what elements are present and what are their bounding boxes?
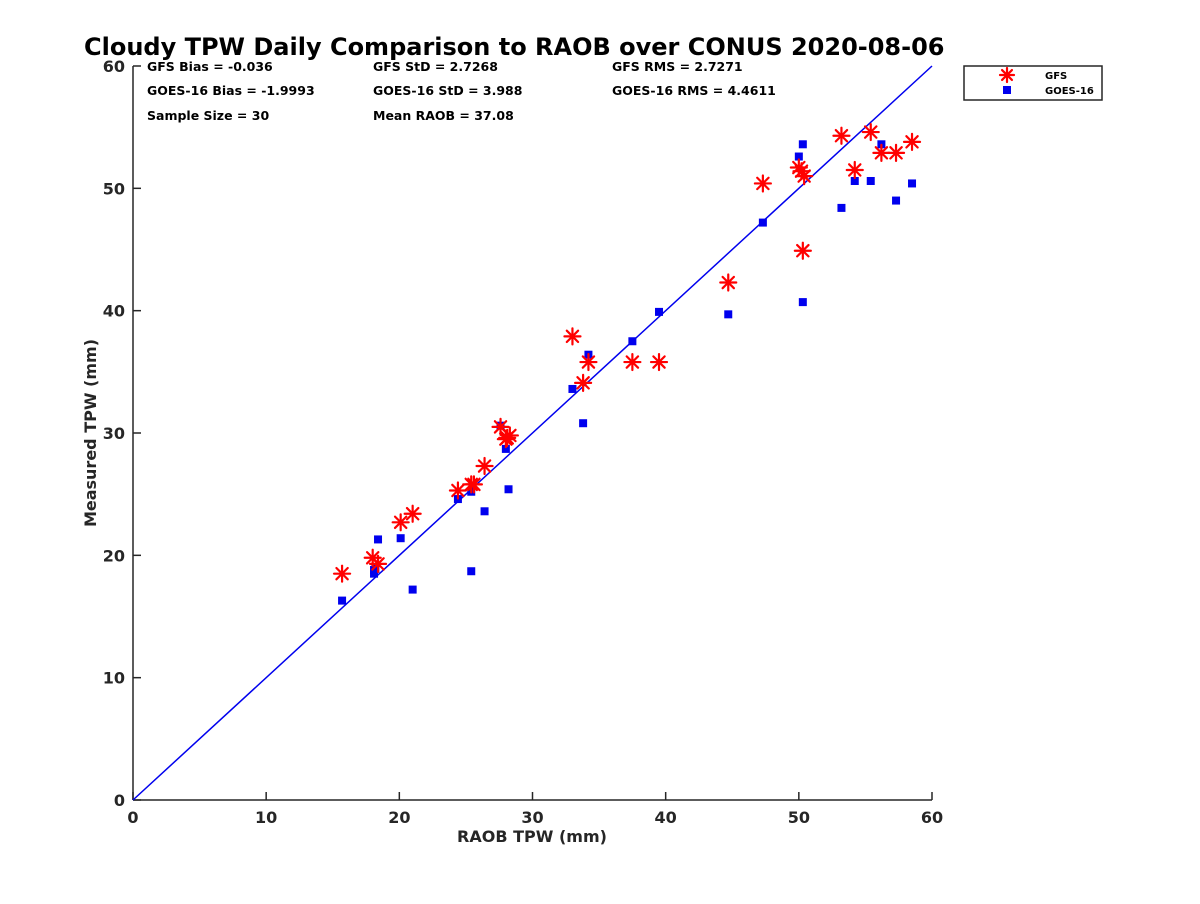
gfs-point bbox=[649, 352, 669, 372]
goes16-point bbox=[758, 218, 767, 227]
x-tick-label: 50 bbox=[788, 808, 810, 827]
gfs-point bbox=[792, 162, 811, 181]
gfs-point bbox=[563, 327, 582, 346]
goes16-point bbox=[370, 569, 379, 578]
gfs-point bbox=[579, 352, 598, 372]
gfs-point bbox=[753, 174, 772, 193]
gfs-point bbox=[368, 554, 388, 573]
axes: 0 10 20 30 40 50 60 0 10 20 30 40 50 60 bbox=[103, 57, 943, 827]
goes16-point bbox=[396, 534, 405, 543]
legend-gfs-asterisk-icon bbox=[998, 66, 1016, 84]
goes16-point bbox=[892, 196, 901, 205]
goes16-point bbox=[501, 444, 510, 453]
goes16-point bbox=[837, 203, 846, 212]
y-tick-label: 20 bbox=[103, 546, 125, 565]
gfs-point bbox=[574, 373, 593, 392]
goes16-point bbox=[724, 310, 733, 319]
stat-mean-raob: Mean RAOB = 37.08 bbox=[373, 108, 514, 123]
goes16-point bbox=[371, 564, 380, 573]
gfs-point bbox=[448, 481, 468, 500]
legend-goes-square-icon bbox=[1003, 86, 1011, 94]
stat-goes-bias: GOES-16 Bias = -1.9993 bbox=[147, 83, 315, 98]
goes16-point bbox=[798, 140, 807, 149]
stat-sample-size: Sample Size = 30 bbox=[147, 108, 269, 123]
reference-line-group bbox=[132, 65, 933, 801]
gfs-point bbox=[719, 273, 738, 292]
stat-gfs-std: GFS StD = 2.7268 bbox=[373, 59, 498, 74]
data-points bbox=[332, 122, 922, 605]
x-tick-label: 40 bbox=[655, 808, 677, 827]
stat-goes-rms: GOES-16 RMS = 4.4611 bbox=[612, 83, 776, 98]
goes16-point bbox=[579, 419, 588, 428]
gfs-point bbox=[861, 122, 880, 142]
goes16-point bbox=[908, 179, 917, 188]
gfs-point bbox=[623, 352, 642, 372]
stat-gfs-rms: GFS RMS = 2.7271 bbox=[612, 59, 743, 74]
reference-line bbox=[132, 65, 933, 801]
y-tick-label: 40 bbox=[103, 302, 125, 321]
goes16-point bbox=[798, 298, 807, 307]
x-tick-label: 10 bbox=[255, 808, 277, 827]
gfs-point bbox=[332, 564, 352, 583]
y-tick-label: 10 bbox=[103, 669, 125, 688]
gfs-point bbox=[845, 160, 864, 180]
x-tick-label: 30 bbox=[521, 808, 543, 827]
gfs-point bbox=[872, 143, 891, 162]
goes16-point bbox=[794, 152, 803, 161]
y-axis-label: Measured TPW (mm) bbox=[81, 339, 100, 527]
goes16-point bbox=[866, 176, 875, 185]
x-tick-label: 20 bbox=[388, 808, 410, 827]
goes16-point bbox=[374, 535, 383, 544]
gfs-point bbox=[464, 475, 484, 494]
gfs-point bbox=[902, 132, 922, 151]
gfs-point bbox=[403, 504, 422, 523]
x-tick-label: 60 bbox=[921, 808, 943, 827]
legend-gfs-asterisk-mark bbox=[998, 66, 1016, 84]
goes16-point bbox=[850, 176, 859, 185]
gfs-point bbox=[496, 430, 515, 449]
gfs-point bbox=[886, 143, 906, 162]
gfs-point bbox=[391, 513, 410, 532]
stat-gfs-bias: GFS Bias = -0.036 bbox=[147, 59, 273, 74]
legend-label-goes: GOES-16 bbox=[1045, 86, 1094, 97]
stat-goes-std: GOES-16 StD = 3.988 bbox=[373, 83, 522, 98]
y-tick-label: 30 bbox=[103, 424, 125, 443]
gfs-point bbox=[475, 456, 494, 476]
y-tick-label: 60 bbox=[103, 57, 125, 76]
legend-box bbox=[963, 65, 1103, 101]
y-tick-label: 50 bbox=[103, 179, 125, 198]
goes16-point bbox=[628, 337, 637, 346]
goes16-point bbox=[408, 585, 417, 594]
x-axis-label: RAOB TPW (mm) bbox=[457, 827, 607, 846]
goes16-point bbox=[655, 307, 664, 316]
gfs-point bbox=[832, 126, 851, 145]
gfs-point bbox=[793, 241, 812, 260]
goes16-point bbox=[504, 485, 513, 494]
legend-label-gfs: GFS bbox=[1045, 71, 1067, 82]
goes16-point bbox=[480, 507, 489, 516]
y-tick-label: 0 bbox=[114, 791, 125, 810]
legend: GFS GOES-16 bbox=[963, 65, 1103, 101]
chart-title: Cloudy TPW Daily Comparison to RAOB over… bbox=[84, 33, 944, 61]
goes16-point bbox=[568, 384, 577, 393]
x-tick-label: 0 bbox=[127, 808, 138, 827]
goes16-point bbox=[467, 567, 476, 576]
goes16-point bbox=[338, 596, 347, 605]
